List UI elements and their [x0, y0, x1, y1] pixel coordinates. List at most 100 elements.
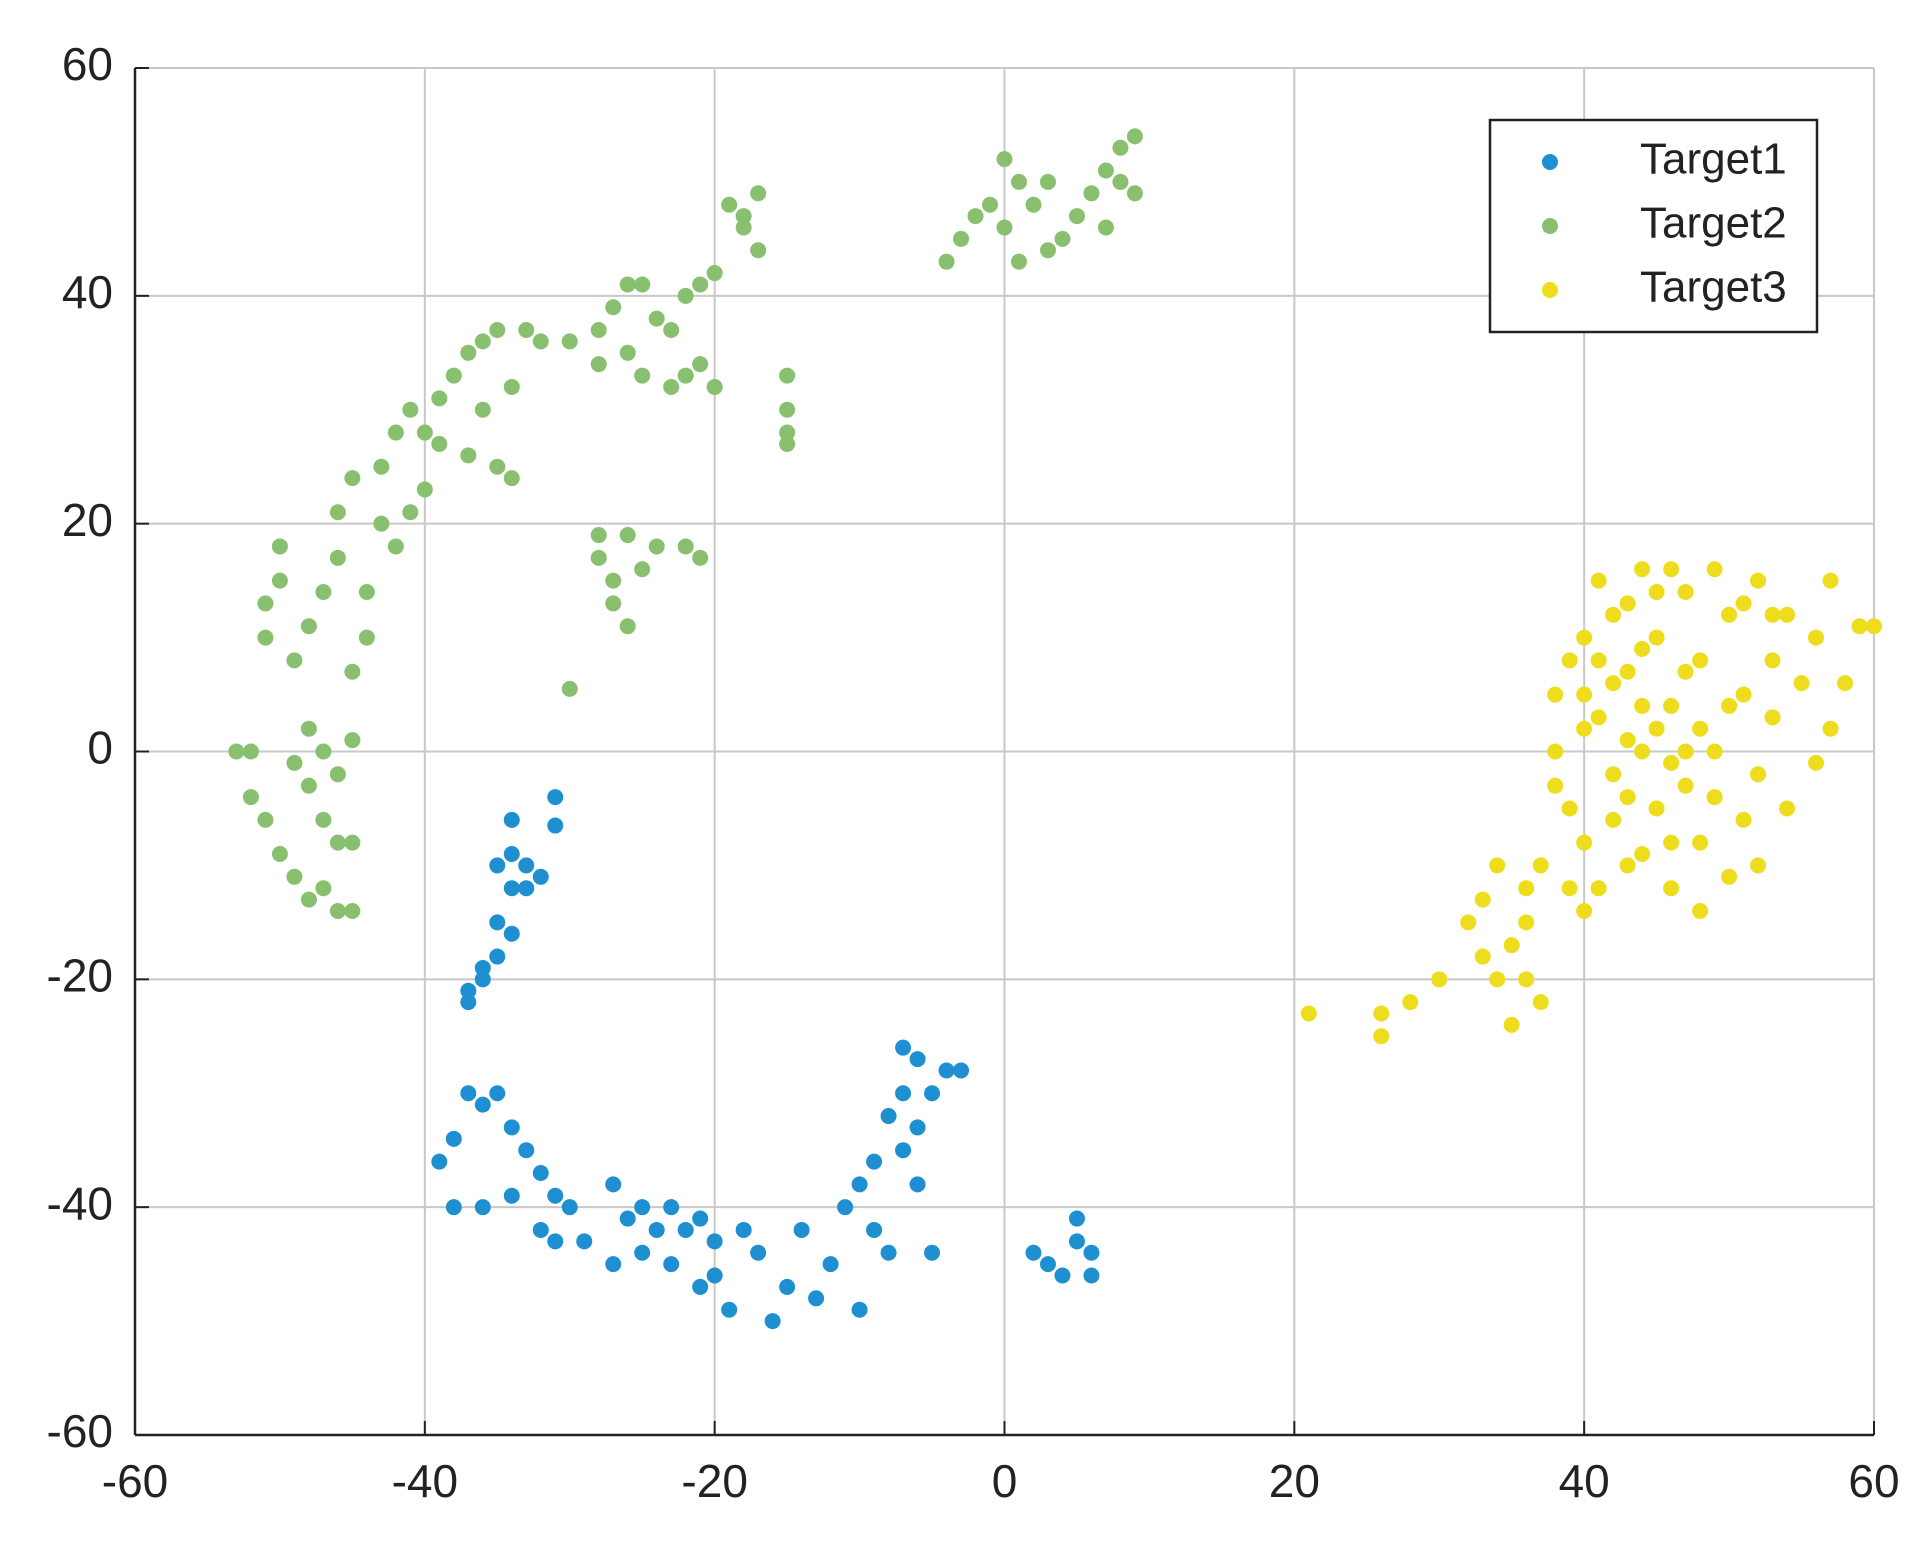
point — [387, 538, 404, 555]
point — [416, 424, 433, 441]
point — [373, 515, 390, 532]
point — [677, 367, 694, 384]
point — [1431, 971, 1448, 988]
point — [1619, 789, 1636, 806]
point — [1837, 675, 1854, 692]
point — [1126, 185, 1143, 202]
point — [561, 680, 578, 697]
point — [880, 1108, 897, 1125]
point — [242, 743, 259, 760]
point — [721, 196, 738, 213]
point — [1373, 1028, 1390, 1045]
point — [706, 378, 723, 395]
point — [518, 857, 535, 874]
point — [460, 344, 477, 361]
point — [445, 367, 462, 384]
point — [402, 401, 419, 418]
point — [706, 1267, 723, 1284]
point — [1735, 686, 1752, 703]
point — [561, 1199, 578, 1216]
point — [257, 811, 274, 828]
point — [1503, 937, 1520, 954]
point — [1663, 754, 1680, 771]
point — [1561, 880, 1578, 897]
point — [1590, 880, 1607, 897]
point — [329, 766, 346, 783]
point — [982, 196, 999, 213]
point — [518, 880, 535, 897]
point — [431, 1153, 448, 1170]
point — [996, 219, 1013, 236]
point — [648, 310, 665, 327]
point — [779, 435, 796, 452]
point — [503, 811, 520, 828]
point — [329, 549, 346, 566]
point — [1518, 971, 1535, 988]
point — [445, 1130, 462, 1147]
point — [358, 629, 375, 646]
point — [257, 595, 274, 612]
point — [750, 1244, 767, 1261]
point — [503, 846, 520, 863]
x-tick-label: 20 — [1269, 1455, 1320, 1507]
point — [474, 1199, 491, 1216]
point — [489, 948, 506, 965]
point — [489, 914, 506, 931]
point — [909, 1119, 926, 1136]
point — [431, 435, 448, 452]
point — [1373, 1005, 1390, 1022]
point — [692, 1210, 709, 1227]
point — [344, 902, 361, 919]
point — [1663, 697, 1680, 714]
point — [1692, 652, 1709, 669]
point — [1561, 800, 1578, 817]
series — [431, 789, 1100, 1330]
point — [1634, 846, 1651, 863]
point — [634, 1244, 651, 1261]
point — [1039, 1256, 1056, 1273]
point — [344, 663, 361, 680]
point — [735, 219, 752, 236]
point — [286, 754, 303, 771]
point — [909, 1176, 926, 1193]
point — [895, 1142, 912, 1159]
legend-label: Target2 — [1640, 199, 1787, 248]
point — [300, 777, 317, 794]
point — [315, 743, 332, 760]
point — [619, 618, 636, 635]
point — [764, 1313, 781, 1330]
point — [1300, 1005, 1317, 1022]
point — [1576, 629, 1593, 646]
y-tick-label: -20 — [47, 949, 113, 1001]
x-tick-label: 40 — [1559, 1455, 1610, 1507]
point — [228, 743, 245, 760]
point — [1547, 686, 1564, 703]
point — [1692, 834, 1709, 851]
point — [1677, 777, 1694, 794]
x-tick-label: -20 — [681, 1455, 747, 1507]
x-tick-label: -40 — [392, 1455, 458, 1507]
point — [1605, 811, 1622, 828]
point — [1735, 811, 1752, 828]
y-tick-label: -40 — [47, 1177, 113, 1229]
point — [532, 333, 549, 350]
point — [460, 994, 477, 1011]
point — [1851, 618, 1868, 635]
point — [532, 1221, 549, 1238]
point — [1750, 766, 1767, 783]
point — [1025, 196, 1042, 213]
point — [619, 527, 636, 544]
point — [1764, 652, 1781, 669]
point — [634, 1199, 651, 1216]
point — [1619, 732, 1636, 749]
point — [837, 1199, 854, 1216]
point — [460, 447, 477, 464]
point — [1677, 743, 1694, 760]
point — [1576, 834, 1593, 851]
point — [474, 1096, 491, 1113]
point — [1706, 561, 1723, 578]
point — [1083, 1244, 1100, 1261]
point — [1518, 914, 1535, 931]
point — [590, 322, 607, 339]
